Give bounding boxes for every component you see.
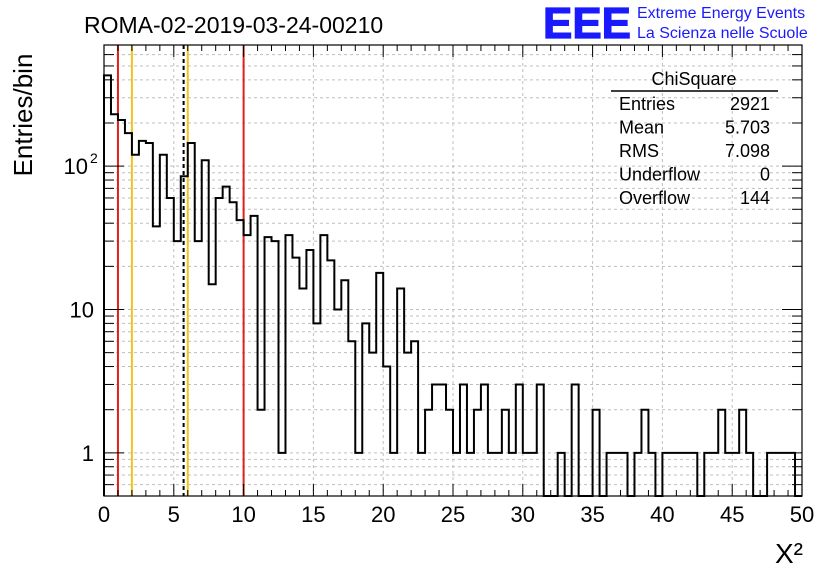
logo-line2: La Scienza nelle Scuole	[637, 25, 808, 42]
x-tick-label: 45	[720, 502, 744, 527]
y-tick-label: 1	[82, 441, 94, 466]
x-tick-label: 35	[580, 502, 604, 527]
stats-row-value: 2921	[730, 94, 770, 114]
y-axis-label: Entries/bin	[8, 54, 38, 177]
x-axis-label: X²	[775, 538, 803, 569]
stats-title: ChiSquare	[651, 69, 736, 89]
stats-row-label: Entries	[619, 94, 675, 114]
x-tick-label: 15	[301, 502, 325, 527]
stats-row-value: 144	[740, 188, 770, 208]
vertical-markers	[116, 45, 245, 496]
x-tick-label: 5	[168, 502, 180, 527]
stats-row-label: Overflow	[619, 188, 691, 208]
stats-row-value: 5.703	[725, 118, 770, 138]
x-tick-label: 10	[231, 502, 255, 527]
stats-row-value: 7.098	[725, 141, 770, 161]
y-tick-label: 10	[70, 297, 94, 322]
x-tick-label: 20	[371, 502, 395, 527]
y-tick-label: 10	[64, 154, 88, 179]
stats-box: ChiSquare Entries 2921 Mean 5.703 RMS 7.098 Un…	[611, 69, 778, 208]
stats-row-label: RMS	[619, 141, 659, 161]
chart-title: ROMA-02-2019-03-24-00210	[84, 12, 383, 38]
x-tick-label: 40	[650, 502, 674, 527]
x-tick-label: 50	[790, 502, 814, 527]
logo-acronym: EEE	[543, 0, 631, 48]
y-tick-exponent: 2	[90, 150, 98, 166]
stats-rows: Entries 2921 Mean 5.703 RMS 7.098 Underflow 0 Ov…	[619, 94, 770, 208]
x-tick-label: 25	[441, 502, 465, 527]
stats-row-value: 0	[760, 165, 770, 185]
eee-logo: EEE Extreme Energy Events La Scienza nel…	[542, 0, 808, 49]
stats-row-label: Mean	[619, 118, 664, 138]
stats-row-label: Underflow	[619, 165, 701, 185]
x-tick-label: 0	[98, 502, 110, 527]
x-tick-label: 30	[511, 502, 535, 527]
logo-line1: Extreme Energy Events	[637, 5, 805, 22]
